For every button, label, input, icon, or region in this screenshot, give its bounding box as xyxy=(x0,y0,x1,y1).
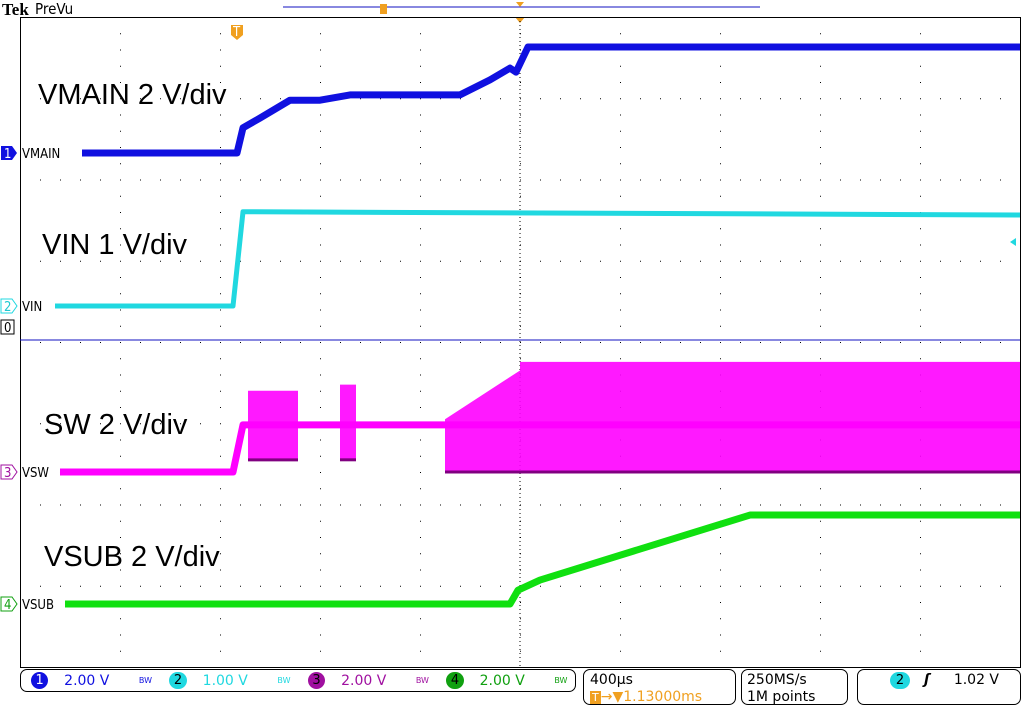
rising-edge-icon: ʃ xyxy=(924,672,930,688)
ch1-badge[interactable]: 1 xyxy=(31,672,49,689)
ch2-badge[interactable]: 2 xyxy=(169,672,187,689)
trace-sw xyxy=(60,421,1020,476)
oscilloscope-display: Tek PreVu T VMAIN 2 V/div VIN 1 V/div SW… xyxy=(0,0,1021,668)
ch4-scale[interactable]: 2.00 V xyxy=(479,672,525,689)
horizontal-position: ▼1.13000ms xyxy=(612,689,703,705)
timebase-scale: 400µs xyxy=(590,672,633,688)
ch3-scale[interactable]: 2.00 V xyxy=(341,672,387,689)
ch4-bw-limit: BW xyxy=(554,676,568,685)
annotation-vsub: VSUB 2 V/div xyxy=(44,541,220,573)
ch4-ground-marker[interactable]: 4 xyxy=(0,596,18,613)
trigger-source-badge: 2 xyxy=(890,672,910,689)
ch3-badge[interactable]: 3 xyxy=(307,672,326,689)
trace-label-vsub: VSUB xyxy=(22,598,54,613)
trigger-level: 1.02 V xyxy=(953,672,1000,688)
grid-dots xyxy=(20,17,1021,668)
trace-vsub xyxy=(65,511,1020,608)
ch3-bw-limit: BW xyxy=(415,676,429,685)
ch1-marker-number: 1 xyxy=(4,147,11,162)
zero-marker-label: 0 xyxy=(4,321,11,336)
ch1-ground-marker[interactable]: 1 xyxy=(1,146,17,162)
sw-envelope-3 xyxy=(520,361,1020,472)
mode-label: PreVu xyxy=(35,0,73,18)
annotation-vin: VIN 1 V/div xyxy=(42,229,188,261)
math-zero-marker: 0 xyxy=(0,319,15,336)
trace-vin xyxy=(55,209,1021,309)
ch1-bw-limit: BW xyxy=(138,676,152,685)
trigger-box[interactable]: 2 ʃ 1.02 V xyxy=(857,669,1021,705)
trigger-marker[interactable]: T xyxy=(231,25,243,40)
sample-rate: 250MS/s xyxy=(747,672,807,688)
timebase-box[interactable]: 400µs T →▼1.13000ms xyxy=(583,669,736,705)
sw-envelope-2 xyxy=(445,370,520,472)
horizontal-position-marker[interactable] xyxy=(515,17,525,23)
ch4-marker-number: 4 xyxy=(4,598,11,613)
brand-logo: Tek xyxy=(2,0,29,19)
trace-label-vin: VIN xyxy=(22,300,42,315)
trigger-position-icon: T xyxy=(590,691,601,704)
record-length: 1M points xyxy=(747,689,816,705)
ch2-bw-limit: BW xyxy=(277,676,291,685)
annotation-vmain: VMAIN 2 V/div xyxy=(38,79,227,111)
ch3-marker-number: 3 xyxy=(4,466,11,481)
waveforms xyxy=(54,43,1021,608)
trace-label-vsw: VSW xyxy=(22,466,49,481)
trace-label-vmain: VMAIN xyxy=(22,147,60,162)
ch4-badge[interactable]: 4 xyxy=(446,672,464,689)
ch1-scale[interactable]: 2.00 V xyxy=(64,672,110,689)
acquisition-box[interactable]: 250MS/s 1M points xyxy=(741,669,848,705)
overview-trigger-marker xyxy=(380,4,387,14)
trigger-marker-label: T xyxy=(232,25,241,40)
channel-status-bar: 1 2.00 V BW 2 1.00 V BW 3 2.00 V BW 4 2.… xyxy=(20,669,576,692)
ch2-marker-number: 2 xyxy=(4,300,11,315)
annotation-sw: SW 2 V/div xyxy=(44,409,188,441)
ch2-scale[interactable]: 1.00 V xyxy=(202,672,248,689)
ch2-ground-marker[interactable]: 2 xyxy=(0,298,18,315)
trigger-level-marker[interactable] xyxy=(1010,238,1016,246)
graticule xyxy=(20,17,1021,668)
ch3-ground-marker[interactable]: 3 xyxy=(0,464,18,481)
overview-position-marker xyxy=(516,2,524,7)
